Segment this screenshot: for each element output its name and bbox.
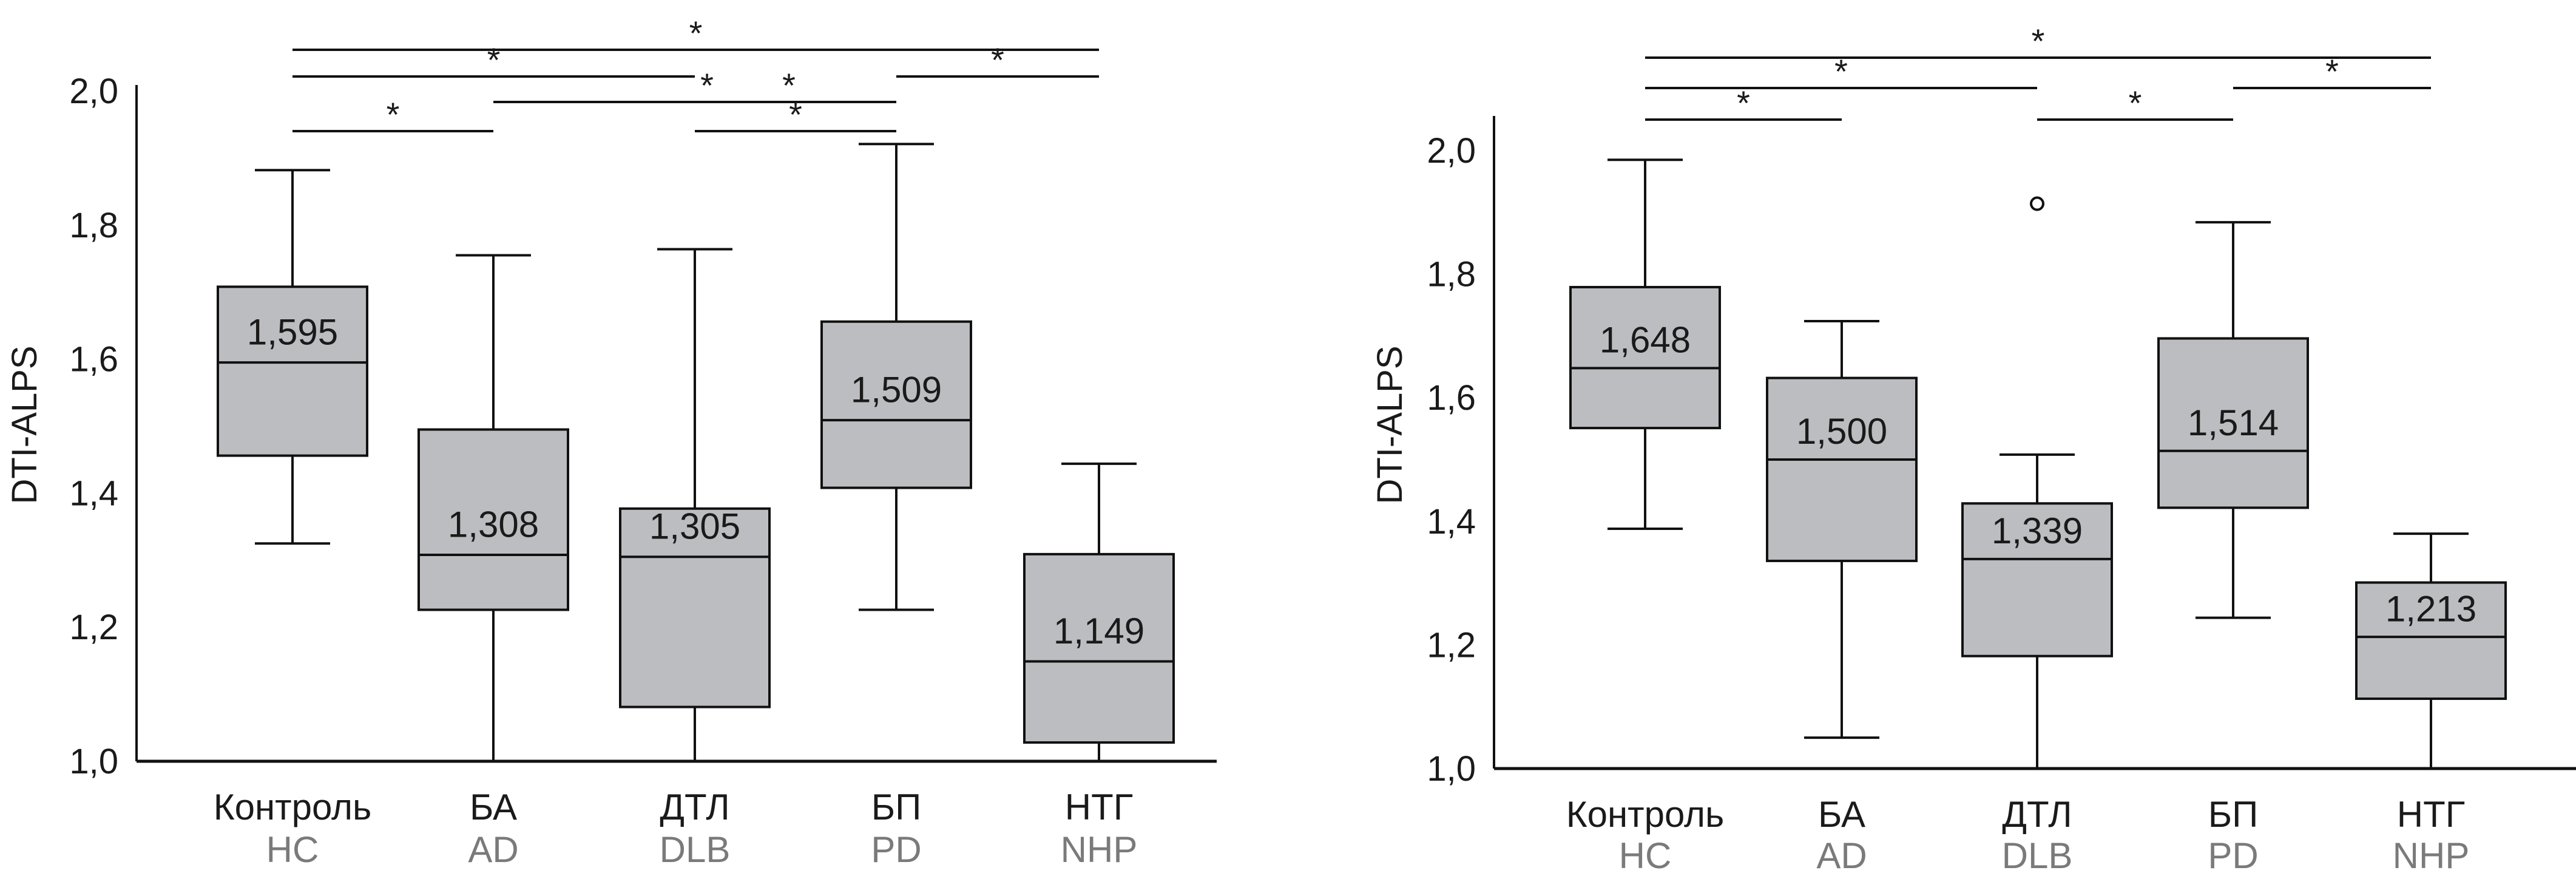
y-tick-label: 2,0 <box>1427 131 1476 171</box>
median-label: 1,149 <box>1053 611 1144 651</box>
y-tick-label: 2,0 <box>69 72 118 111</box>
y-tick-label: 1,8 <box>69 206 118 245</box>
category-label: БП <box>871 787 922 827</box>
box-iqr <box>1569 285 1721 430</box>
box-iqr <box>2355 581 2507 700</box>
significance-star: * <box>487 41 501 79</box>
category-label: ДТЛ <box>660 787 729 827</box>
category-label-en: DLB <box>660 829 731 870</box>
median-label: 1,308 <box>448 504 539 545</box>
category-label: НТГ <box>2397 794 2465 835</box>
median-label: 1,305 <box>649 506 740 547</box>
significance-star: * <box>1737 84 1750 122</box>
box-iqr <box>1766 376 1918 562</box>
y-tick-label: 1,0 <box>69 742 118 781</box>
significance-star: * <box>2129 84 2142 122</box>
category-label-en: NHP <box>1061 829 1138 870</box>
category-label-en: PD <box>871 829 921 870</box>
significance-star: * <box>689 14 703 52</box>
y-axis-label: DTI-ALPS <box>1370 345 1410 504</box>
box-iqr <box>619 507 771 708</box>
box-iqr <box>1961 502 2113 657</box>
y-tick-label: 1,6 <box>1427 378 1476 418</box>
box-iqr <box>1023 552 1175 744</box>
median-label: 1,509 <box>851 369 942 410</box>
significance-star: * <box>1834 52 1848 90</box>
median-label: 1,595 <box>247 311 338 352</box>
category-label: НТГ <box>1065 787 1133 827</box>
category-label: ДТЛ <box>2002 794 2072 835</box>
category-label-en: HC <box>266 829 319 870</box>
category-label-en: HC <box>1619 835 1672 876</box>
box-iqr <box>217 285 368 457</box>
box-iqr <box>2157 337 2309 509</box>
y-tick-label: 1,8 <box>1427 255 1476 294</box>
significance-star: * <box>782 66 796 104</box>
significance-star: * <box>700 66 714 104</box>
category-label-en: AD <box>1816 835 1867 876</box>
category-label: БА <box>1818 794 1865 835</box>
box-iqr <box>418 428 569 611</box>
chart-left: 1,0 1,2 1,4 1,6 1,8 2,0 DTI-ALPS 1,595 КонтрольH… <box>5 14 1217 870</box>
significance-star: * <box>2325 52 2339 90</box>
median-label: 1,213 <box>2385 588 2476 629</box>
chart-right: 1,0 1,2 1,4 1,6 1,8 2,0 DTI-ALPS 1,648 КонтрольH… <box>1370 22 2576 876</box>
y-tick-label: 1,0 <box>1427 749 1476 789</box>
category-label-en: DLB <box>2002 835 2073 876</box>
category-label: Контроль <box>1566 794 1725 835</box>
box-iqr <box>820 320 972 489</box>
median-label: 1,500 <box>1796 411 1887 452</box>
category-label-en: AD <box>468 829 518 870</box>
category-label-en: PD <box>2208 835 2258 876</box>
y-axis-label: DTI-ALPS <box>5 345 44 504</box>
category-label-en: NHP <box>2393 835 2470 876</box>
category-label: Контроль <box>214 787 372 827</box>
median-label: 1,514 <box>2188 402 2279 443</box>
significance-star: * <box>789 95 802 134</box>
y-tick-label: 1,4 <box>1427 502 1476 542</box>
outlier-point <box>2030 196 2044 211</box>
y-tick-label: 1,2 <box>69 608 118 647</box>
category-label: БП <box>2208 794 2259 835</box>
significance-star: * <box>387 95 400 134</box>
significance-star: * <box>2032 22 2045 60</box>
median-label: 1,339 <box>1992 511 2083 551</box>
category-label: БА <box>470 787 517 827</box>
y-tick-label: 1,6 <box>69 340 118 379</box>
y-tick-label: 1,4 <box>69 474 118 513</box>
significance-star: * <box>991 41 1004 79</box>
median-label: 1,648 <box>1600 320 1691 361</box>
y-tick-label: 1,2 <box>1427 625 1476 665</box>
